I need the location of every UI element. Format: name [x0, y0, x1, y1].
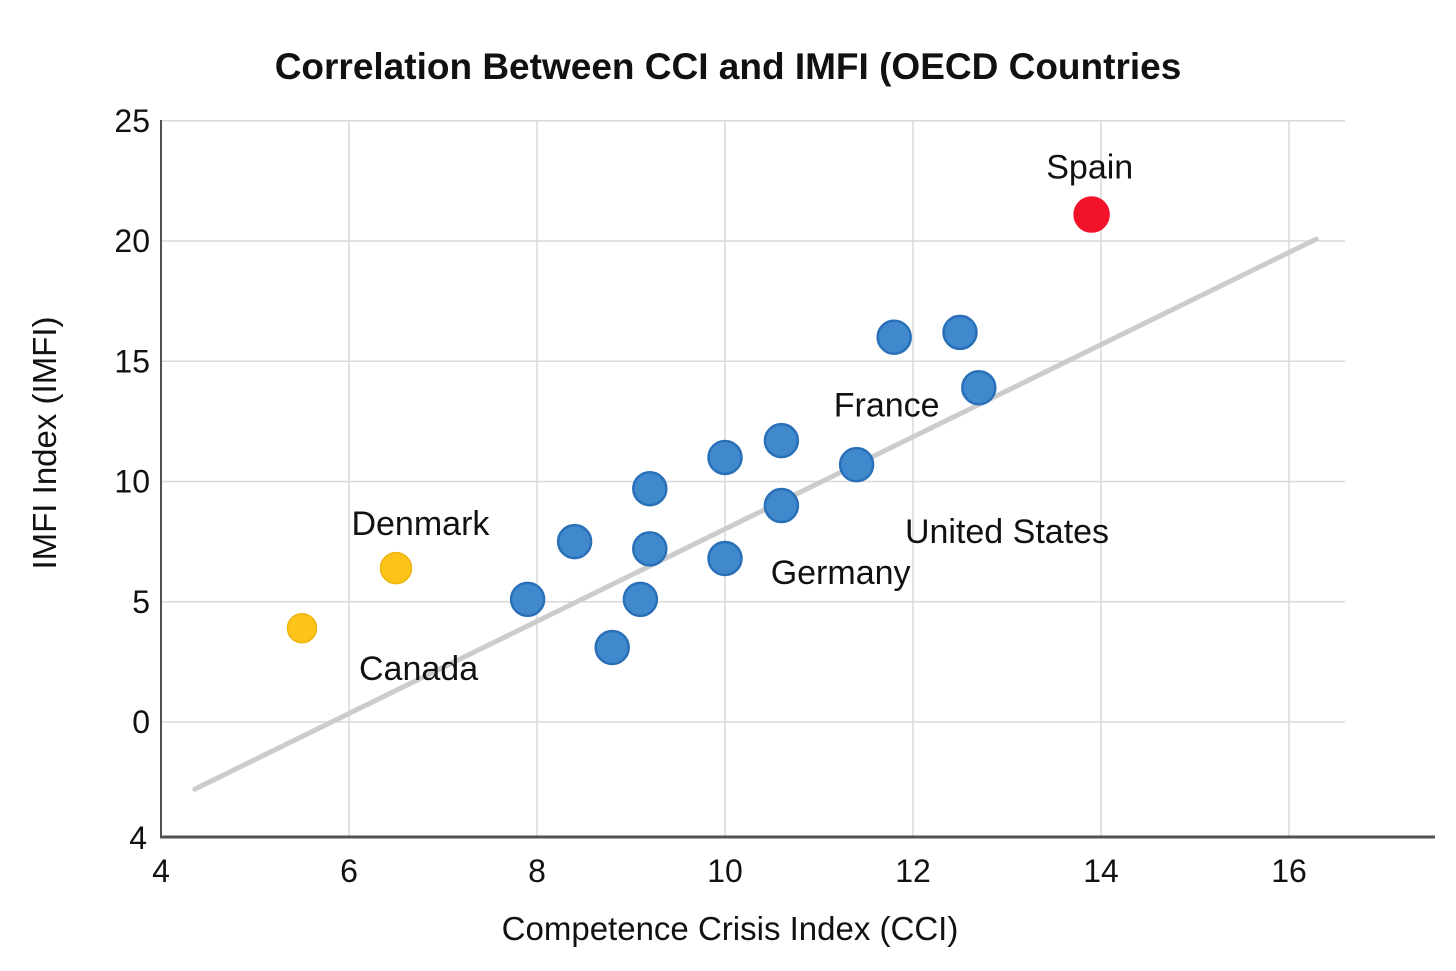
x-tick-label: 4	[152, 853, 170, 889]
data-point	[509, 581, 546, 618]
data-point	[707, 439, 743, 476]
y-tick-label: 0	[132, 704, 150, 740]
data-point	[942, 314, 978, 351]
y-tick-label: 15	[114, 343, 150, 379]
x-tick-label: 16	[1271, 853, 1307, 889]
data-point	[556, 523, 593, 560]
x-tick-label: 10	[707, 853, 743, 889]
data-point	[707, 540, 743, 577]
country-annotation-canada: Canada	[359, 650, 478, 688]
y-tick-label: 5	[132, 584, 150, 620]
data-point	[838, 446, 875, 483]
data-point	[763, 487, 800, 524]
data-point	[632, 531, 668, 567]
country-annotation-denmark: Denmark	[351, 505, 490, 543]
y-tick-label: 10	[114, 464, 150, 500]
y-tick-label: 20	[114, 223, 150, 259]
data-point	[622, 581, 659, 618]
data-point-canada	[286, 612, 318, 644]
chart-title: Correlation Between CCI and IMFI (OECD C…	[274, 46, 1182, 87]
x-tick-label: 8	[528, 853, 546, 889]
data-point	[632, 470, 668, 507]
data-point-denmark	[379, 551, 413, 585]
x-tick-label: 6	[340, 853, 358, 889]
x-axis-title: Competence Crisis Index (CCI)	[501, 910, 959, 947]
trendline	[192, 236, 1319, 792]
country-annotation-united-states: United States	[905, 513, 1109, 551]
data-point	[594, 629, 630, 666]
y-tick-label: 25	[114, 103, 150, 139]
country-annotation-spain: Spain	[1046, 148, 1133, 186]
data-point	[763, 422, 800, 459]
country-annotation-france: France	[834, 387, 940, 425]
country-annotation-germany: Germany	[771, 554, 911, 592]
y-axis-bottom-label: 4	[129, 820, 147, 856]
data-point	[876, 319, 912, 355]
data-point	[961, 369, 997, 406]
x-tick-label: 12	[895, 853, 931, 889]
data-point-spain	[1073, 196, 1110, 233]
x-tick-label: 14	[1083, 853, 1119, 889]
